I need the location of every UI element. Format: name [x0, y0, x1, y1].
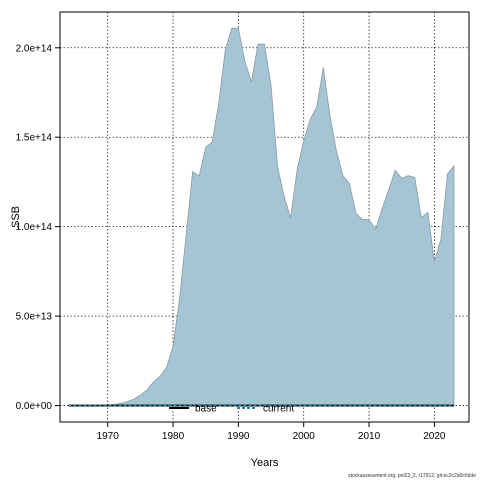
legend-label-current: current [263, 404, 294, 415]
y-tick-label-0: 0.0e+00 [16, 401, 53, 412]
x-tick-label-2020: 2020 [423, 431, 446, 442]
series-layer [68, 27, 455, 407]
ssb-area-current [68, 27, 455, 406]
plot-frame [59, 11, 470, 423]
x-tick-label-1980: 1980 [162, 431, 185, 442]
legend-label-base: base [195, 404, 217, 415]
y-tick-label-3: 1.5e+14 [16, 133, 53, 144]
x-axis-title: Years [251, 457, 279, 469]
y-axis-title: SSB [10, 206, 22, 228]
x-tick-label-2010: 2010 [358, 431, 381, 442]
footer-text: stockassessment.org, pol23_2, r17912, gi… [348, 473, 476, 479]
legend: base current [169, 404, 294, 415]
y-tick-label-4: 2.0e+14 [16, 43, 53, 54]
x-tick-label-2000: 2000 [293, 431, 316, 442]
x-tick-label-1970: 1970 [97, 431, 120, 442]
x-tick-label-1990: 1990 [227, 431, 250, 442]
axes: 1970 1980 1990 2000 2010 2020 0.0e+00 5.0e+13 1.… [16, 43, 446, 442]
y-tick-label-2: 1.0e+14 [16, 222, 53, 233]
y-tick-label-1: 5.0e+13 [16, 312, 53, 323]
